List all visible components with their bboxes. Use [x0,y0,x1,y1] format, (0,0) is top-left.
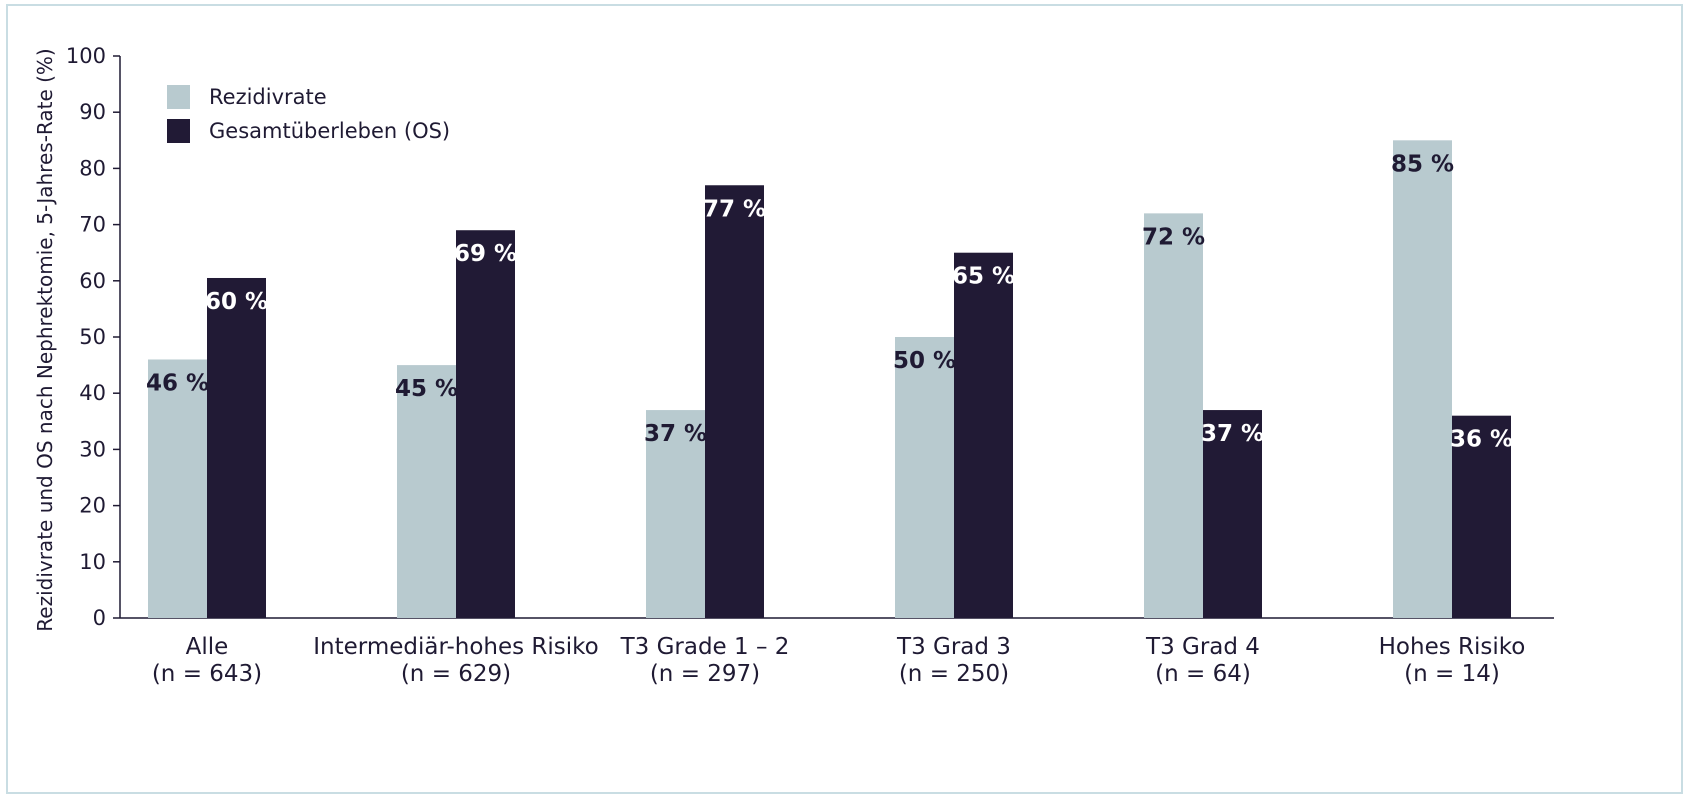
category-label: T3 Grad 4 [1145,634,1260,660]
bar-chart: Rezidivrate und OS nach Nephrektomie, 5-… [33,44,1554,687]
category-label: Hohes Risiko [1379,634,1526,660]
value-label: 69 % [454,241,517,267]
category-n-label: (n = 297) [650,661,760,687]
value-label: 65 % [952,264,1015,290]
y-tick-label: 30 [79,437,106,461]
y-axis-label-group: Rezidivrate und OS nach Nephrektomie, 5-… [33,48,57,631]
bar-rezidivrate-3 [895,337,954,618]
category-n-label: (n = 643) [152,661,262,687]
value-label: 36 % [1450,427,1513,453]
value-label: 60 % [205,289,268,315]
y-tick-label: 60 [79,269,106,293]
y-tick-label: 40 [79,381,106,405]
y-tick-label: 20 [79,494,106,518]
bar-rezidivrate-4 [1144,213,1203,619]
category-labels: Alle(n = 643)Intermediär-hohes Risiko(n … [152,634,1526,687]
y-tick-label: 70 [79,213,106,237]
value-label: 37 % [644,421,707,447]
value-labels: 46 % 60 % 45 % 69 % 37 % 77 % 50 % 65 % 72 % 37 %… [146,151,1513,452]
value-label: 72 % [1142,224,1205,250]
y-tick-label: 90 [79,100,106,124]
category-n-label: (n = 14) [1404,661,1500,687]
bars [148,140,1511,619]
value-label: 37 % [1201,421,1264,447]
value-label: 77 % [703,196,766,222]
y-tick-label: 0 [93,606,106,630]
legend: Rezidivrate Gesamtüberleben (OS) [167,85,450,143]
legend-swatch [167,119,190,143]
y-tick-label: 80 [79,156,106,180]
y-tick-label: 10 [79,550,106,574]
bar-os-5 [1452,415,1511,618]
y-axis-label: Rezidivrate und OS nach Nephrektomie, 5-… [33,48,57,631]
legend-label: Gesamtüberleben (OS) [209,119,450,143]
value-label: 85 % [1391,151,1454,177]
bar-os-2 [705,185,764,618]
legend-swatch [167,85,190,109]
bar-os-3 [954,252,1013,618]
bar-rezidivrate-0 [148,359,207,618]
category-label: T3 Grad 3 [896,634,1011,660]
category-label: Intermediär-hohes Risiko [313,634,599,660]
chart-frame: Rezidivrate und OS nach Nephrektomie, 5-… [6,4,1683,794]
value-label: 45 % [395,376,458,402]
y-tick-label: 50 [79,325,106,349]
bar-rezidivrate-5 [1393,140,1452,619]
bar-os-0 [207,277,266,618]
bar-rezidivrate-2 [646,410,705,618]
bar-os-1 [456,230,515,618]
category-n-label: (n = 629) [401,661,511,687]
bar-os-4 [1203,410,1262,618]
y-tick-label: 100 [66,44,106,68]
category-label: T3 Grade 1 – 2 [620,634,790,660]
legend-label: Rezidivrate [209,85,327,109]
bar-rezidivrate-1 [397,365,456,618]
value-label: 46 % [146,370,209,396]
axes: 0 10 20 30 40 50 60 70 80 90 100 [66,44,1554,630]
category-label: Alle [186,634,229,660]
category-n-label: (n = 250) [899,661,1009,687]
value-label: 50 % [893,348,956,374]
category-n-label: (n = 64) [1155,661,1251,687]
